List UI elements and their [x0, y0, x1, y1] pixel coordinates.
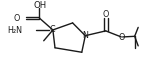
Text: O: O — [118, 33, 125, 42]
Text: N: N — [82, 31, 88, 40]
Text: H₂N: H₂N — [7, 26, 22, 35]
Text: C: C — [49, 25, 55, 34]
Text: O: O — [13, 14, 20, 23]
Text: O: O — [103, 10, 109, 19]
Text: OH: OH — [34, 1, 47, 10]
